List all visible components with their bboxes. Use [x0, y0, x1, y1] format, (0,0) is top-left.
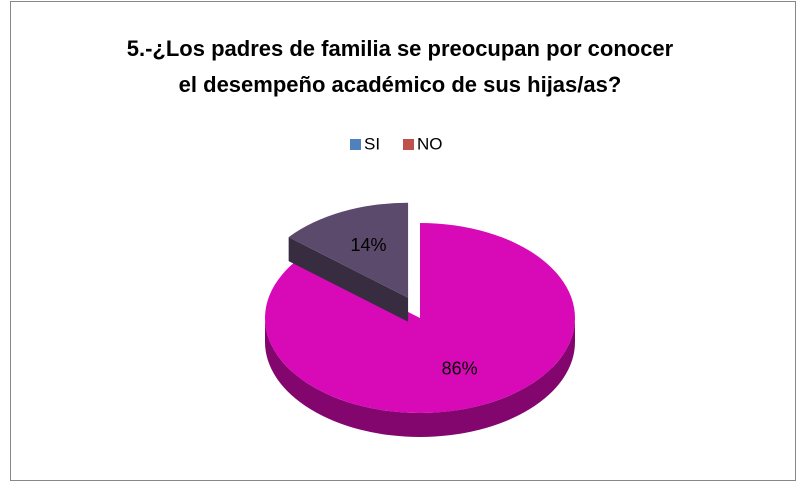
- chart-title: 5.-¿Los padres de familia se preocupan p…: [127, 36, 674, 61]
- slice-side: [265, 318, 575, 437]
- data-label: 14%: [350, 235, 386, 255]
- legend-swatch: [403, 139, 414, 150]
- legend-swatch: [350, 139, 361, 150]
- legend-label: SI: [364, 134, 380, 153]
- data-label: 86%: [442, 358, 478, 378]
- chart-title: el desempeño académico de sus hijas/as?: [179, 72, 622, 97]
- slice-side: [288, 237, 409, 322]
- pie-slice: [264, 223, 575, 413]
- pie-slice: [288, 202, 409, 298]
- legend-label: NO: [417, 134, 443, 153]
